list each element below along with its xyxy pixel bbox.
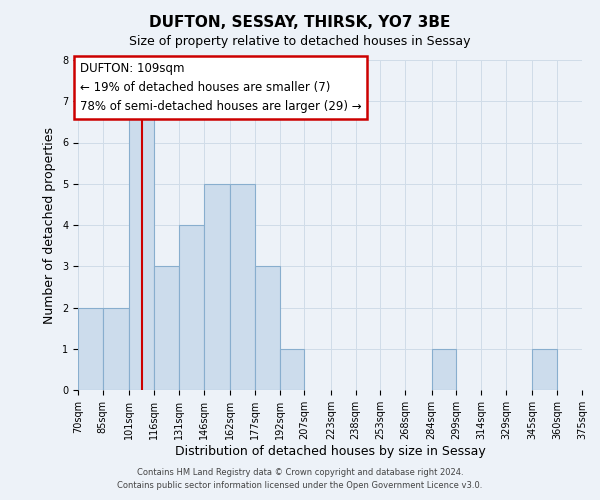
Text: DUFTON, SESSAY, THIRSK, YO7 3BE: DUFTON, SESSAY, THIRSK, YO7 3BE: [149, 15, 451, 30]
Bar: [230, 184, 255, 390]
Text: Contains HM Land Registry data © Crown copyright and database right 2024.
Contai: Contains HM Land Registry data © Crown c…: [118, 468, 482, 489]
Bar: [203, 184, 230, 390]
Bar: [280, 349, 304, 390]
Bar: [103, 308, 129, 390]
Bar: [154, 266, 179, 390]
X-axis label: Distribution of detached houses by size in Sessay: Distribution of detached houses by size …: [175, 444, 485, 458]
Bar: [78, 308, 103, 390]
Bar: [532, 349, 557, 390]
Bar: [129, 101, 154, 390]
Bar: [255, 266, 280, 390]
Y-axis label: Number of detached properties: Number of detached properties: [43, 126, 56, 324]
Bar: [431, 349, 457, 390]
Text: DUFTON: 109sqm
← 19% of detached houses are smaller (7)
78% of semi-detached hou: DUFTON: 109sqm ← 19% of detached houses …: [80, 62, 361, 113]
Bar: [179, 225, 203, 390]
Text: Size of property relative to detached houses in Sessay: Size of property relative to detached ho…: [129, 35, 471, 48]
